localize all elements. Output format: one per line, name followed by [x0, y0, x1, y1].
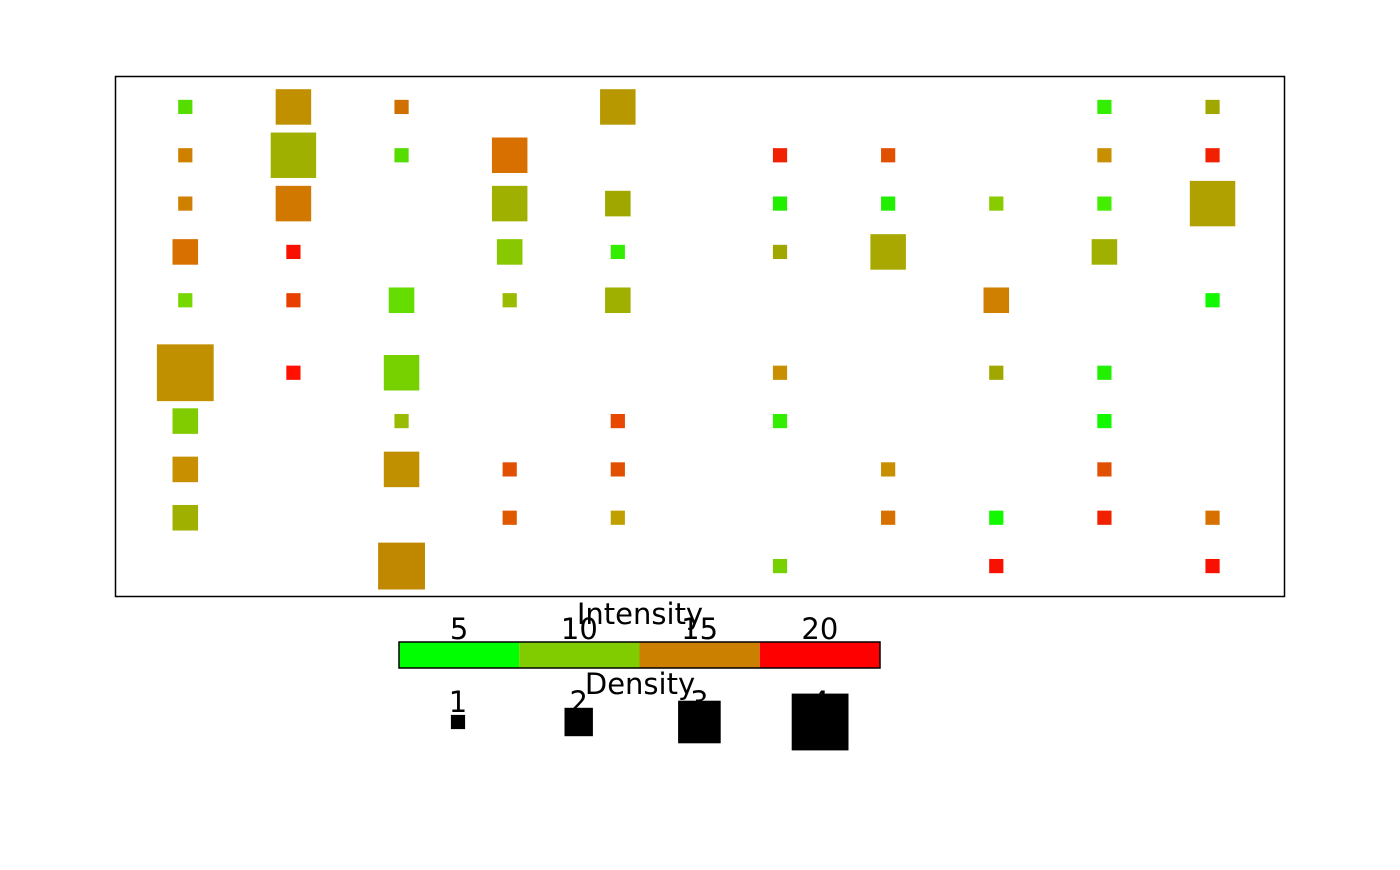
square-marker	[1097, 148, 1112, 163]
square-marker	[502, 462, 517, 477]
square-marker	[1097, 413, 1112, 429]
square-marker	[178, 293, 193, 308]
square-marker	[378, 542, 425, 590]
square-marker	[1205, 148, 1220, 163]
color-legend-title: Intensity	[577, 597, 703, 631]
square-marker	[772, 148, 788, 163]
size-legend-label: 2	[569, 685, 587, 719]
size-legend-label: 3	[690, 685, 708, 719]
square-marker	[178, 99, 193, 115]
square-marker	[1205, 510, 1220, 525]
square-marker	[610, 510, 625, 525]
size-legend-square	[564, 707, 593, 737]
square-marker	[275, 185, 312, 222]
size-legend-square	[678, 700, 721, 744]
color-legend-bin	[399, 642, 520, 668]
square-marker	[605, 190, 631, 217]
square-marker	[172, 504, 199, 531]
size-legend-title: Density	[585, 667, 695, 701]
square-marker	[1205, 99, 1220, 115]
square-marker	[870, 234, 906, 270]
square-marker	[178, 148, 193, 163]
square-marker	[772, 196, 788, 211]
square-marker	[1097, 99, 1112, 115]
size-legend-square	[791, 693, 849, 751]
color-legend-tick-label: 15	[681, 612, 718, 646]
square-marker	[383, 451, 420, 488]
square-marker	[394, 413, 409, 429]
square-marker	[605, 287, 631, 314]
square-marker	[394, 148, 409, 163]
square-marker	[156, 344, 214, 402]
square-marker	[983, 287, 1010, 314]
square-marker	[178, 196, 193, 211]
square-marker	[1097, 196, 1112, 211]
square-marker	[772, 365, 788, 380]
square-marker	[491, 185, 528, 222]
square-marker	[172, 456, 199, 483]
color-legend-tick-label: 20	[801, 612, 838, 646]
square-marker	[172, 408, 199, 434]
size-legend-label: 1	[449, 685, 467, 719]
square-marker	[772, 413, 788, 429]
square-marker	[1205, 293, 1220, 308]
color-legend-bin	[519, 642, 640, 668]
square-marker	[496, 239, 523, 265]
square-marker	[1205, 558, 1220, 574]
square-marker	[502, 510, 517, 525]
square-marker	[881, 148, 896, 163]
square-marker	[610, 244, 625, 260]
square-marker	[772, 244, 788, 260]
square-marker	[881, 510, 896, 525]
square-marker	[286, 293, 301, 308]
color-legend-frame	[398, 641, 881, 669]
square-marker	[989, 510, 1004, 525]
square-marker	[600, 89, 636, 125]
square-marker	[172, 239, 199, 265]
square-marker	[502, 293, 517, 308]
plot-frame	[114, 75, 1286, 598]
square-marker	[286, 365, 301, 380]
square-marker	[1091, 239, 1118, 265]
square-marker	[772, 558, 788, 574]
square-marker	[491, 137, 528, 174]
square-marker	[881, 196, 896, 211]
square-marker	[989, 196, 1004, 211]
color-legend-tick-label: 5	[450, 612, 468, 646]
square-marker	[1097, 510, 1112, 525]
square-marker	[270, 132, 317, 178]
square-marker	[1097, 365, 1112, 380]
square-marker	[286, 244, 301, 260]
color-legend-bin	[639, 642, 760, 668]
square-marker	[989, 558, 1004, 574]
size-legend-label: 4	[811, 685, 829, 719]
square-marker	[383, 354, 420, 391]
square-marker	[610, 413, 625, 429]
size-legend-square	[450, 714, 466, 730]
square-marker	[394, 99, 409, 115]
square-marker	[989, 365, 1004, 380]
square-marker	[881, 462, 896, 477]
square-marker	[610, 462, 625, 477]
color-legend-bin	[759, 642, 880, 668]
color-legend-tick-label: 10	[561, 612, 598, 646]
square-marker	[275, 89, 312, 125]
square-marker	[1097, 462, 1112, 477]
square-marker	[388, 287, 415, 314]
square-marker	[1189, 180, 1236, 227]
